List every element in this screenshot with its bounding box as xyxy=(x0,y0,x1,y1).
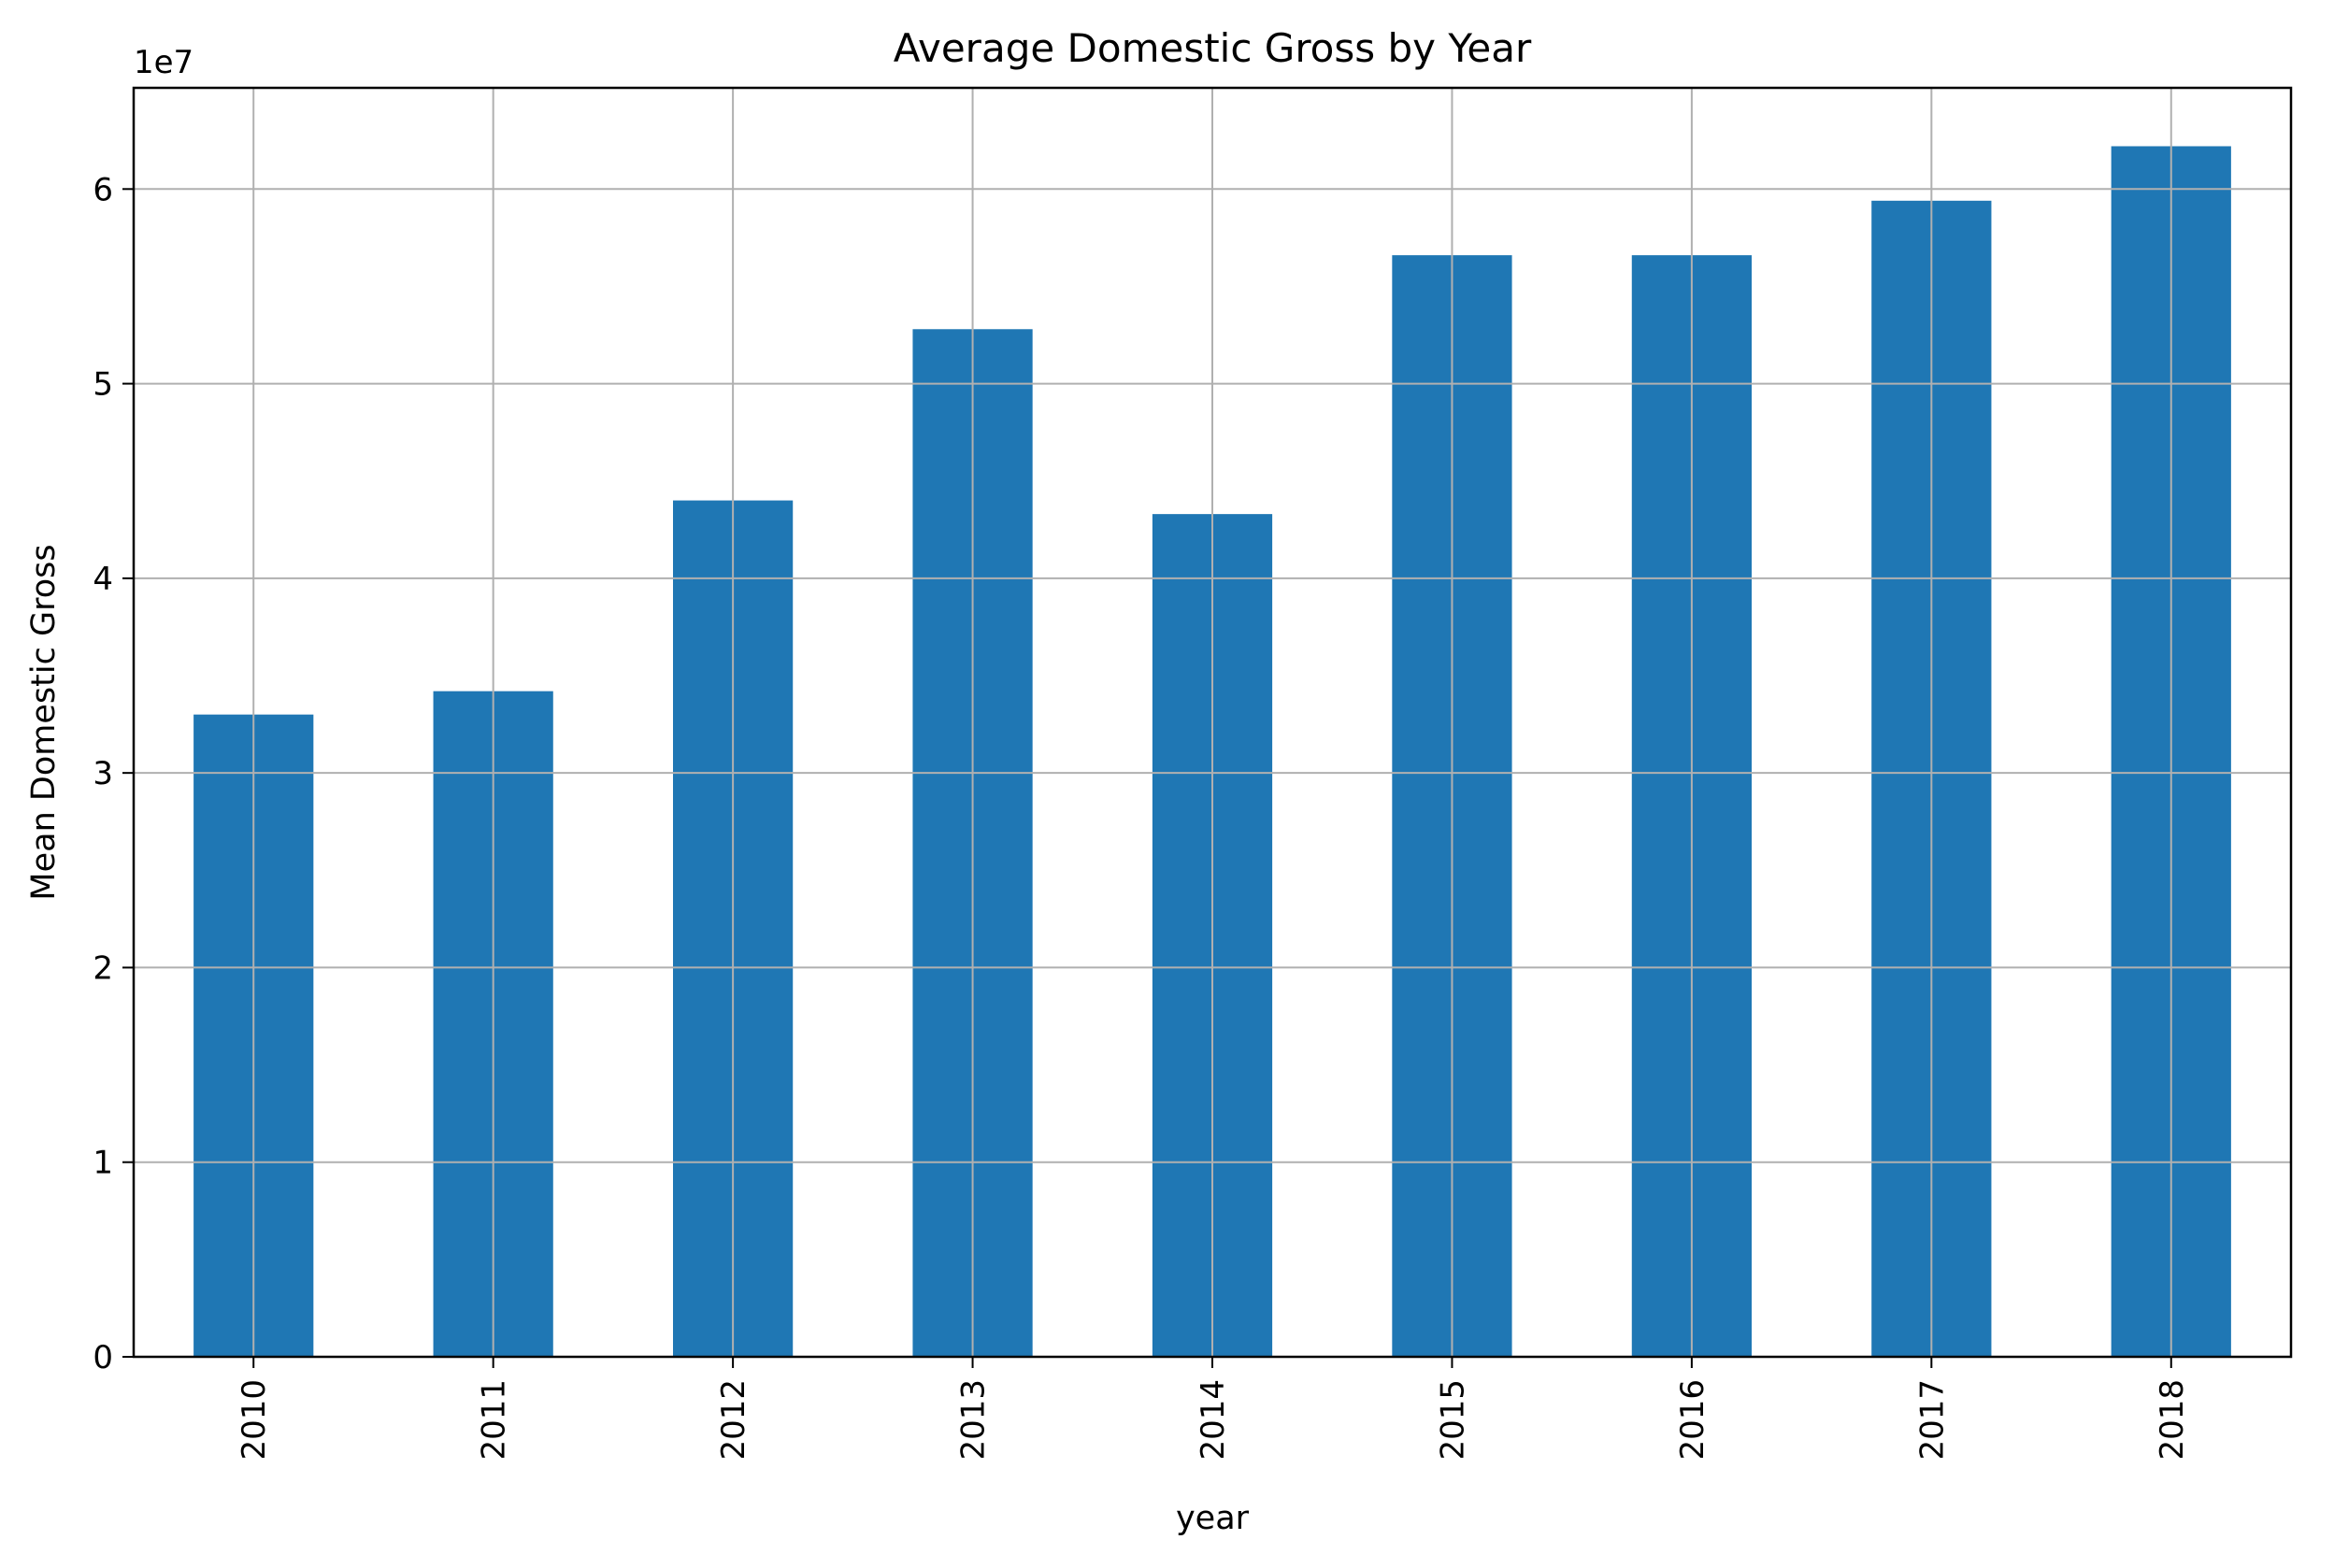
x-tick-label: 2010 xyxy=(236,1379,273,1461)
y-tick-label: 1 xyxy=(93,1145,113,1182)
y-tick-label: 6 xyxy=(93,171,113,208)
grid-layer xyxy=(134,88,2291,1357)
y-tick-label: 2 xyxy=(93,949,113,987)
x-tick-label: 2011 xyxy=(476,1379,513,1461)
x-tick-label: 2017 xyxy=(1913,1379,1951,1461)
x-tick-label: 2018 xyxy=(2154,1379,2191,1461)
y-tick-label: 0 xyxy=(93,1339,113,1376)
x-axis-label: year xyxy=(1176,1500,1250,1537)
chart-title: Average Domestic Gross by Year xyxy=(894,25,1532,71)
x-tick-label: 2015 xyxy=(1434,1379,1471,1461)
y-axis-offset-label: 1e7 xyxy=(134,44,193,81)
x-tick-label: 2013 xyxy=(955,1379,993,1461)
y-tick-label: 3 xyxy=(93,755,113,792)
y-tick-label: 4 xyxy=(93,561,113,598)
y-axis-label: Mean Domestic Gross xyxy=(25,544,63,900)
x-tick-label: 2012 xyxy=(715,1379,752,1461)
y-tick-label: 5 xyxy=(93,366,113,404)
x-tick-label: 2016 xyxy=(1674,1379,1711,1461)
x-tick-label: 2014 xyxy=(1195,1379,1232,1461)
tick-layer: 2010 2011 2012 2013 2014 2015 2016 2017 2018 0 1 2 3… xyxy=(93,171,2190,1460)
